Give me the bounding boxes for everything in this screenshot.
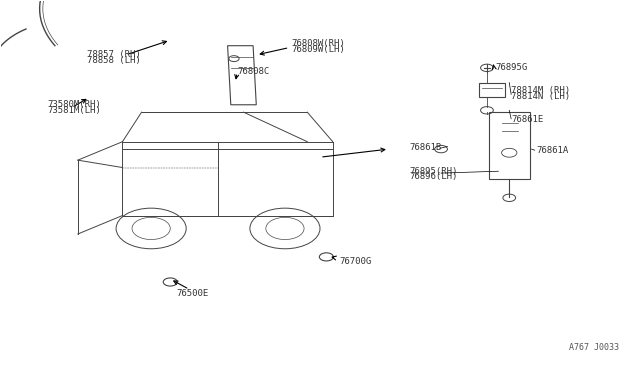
Text: 76500E: 76500E bbox=[177, 289, 209, 298]
Text: 78814M (RH): 78814M (RH) bbox=[511, 86, 570, 95]
Text: 78857 (RH): 78857 (RH) bbox=[88, 51, 141, 60]
Text: 76861A: 76861A bbox=[537, 147, 569, 155]
Text: 73581M(LH): 73581M(LH) bbox=[47, 106, 101, 115]
Text: 76895(RH): 76895(RH) bbox=[409, 167, 458, 176]
Text: 76861E: 76861E bbox=[511, 115, 543, 124]
Text: 78858 (LH): 78858 (LH) bbox=[88, 56, 141, 65]
Text: 76700G: 76700G bbox=[339, 257, 371, 266]
Text: 76861B: 76861B bbox=[409, 143, 442, 152]
Text: A767 J0033: A767 J0033 bbox=[570, 343, 620, 352]
Text: 76808W(RH): 76808W(RH) bbox=[291, 39, 345, 48]
Text: 76896(LH): 76896(LH) bbox=[409, 172, 458, 181]
Text: 76895G: 76895G bbox=[495, 63, 527, 72]
Text: 76808C: 76808C bbox=[237, 67, 269, 76]
Text: 78814N (LH): 78814N (LH) bbox=[511, 92, 570, 101]
Text: 76809W(LH): 76809W(LH) bbox=[291, 45, 345, 54]
Text: 73580M(RH): 73580M(RH) bbox=[47, 100, 101, 109]
